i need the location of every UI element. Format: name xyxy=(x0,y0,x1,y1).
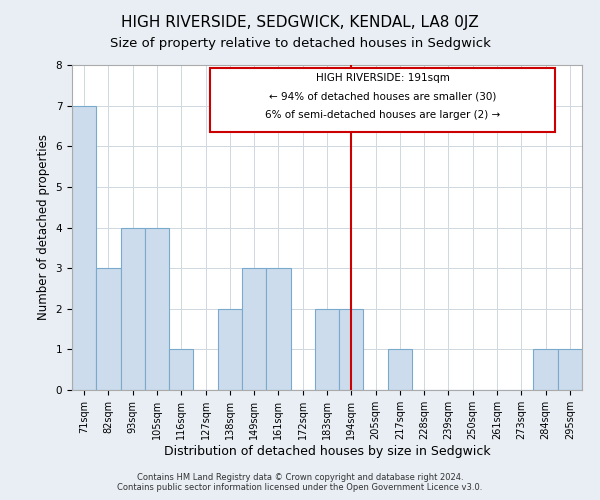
Text: Size of property relative to detached houses in Sedgwick: Size of property relative to detached ho… xyxy=(110,38,490,51)
X-axis label: Distribution of detached houses by size in Sedgwick: Distribution of detached houses by size … xyxy=(164,444,490,458)
Bar xyxy=(169,350,193,390)
Text: ← 94% of detached houses are smaller (30): ← 94% of detached houses are smaller (30… xyxy=(269,92,497,102)
Bar xyxy=(121,228,145,390)
Bar xyxy=(72,106,96,390)
Bar xyxy=(339,308,364,390)
Bar xyxy=(388,350,412,390)
Bar xyxy=(211,68,555,132)
Bar xyxy=(242,268,266,390)
Text: HIGH RIVERSIDE, SEDGWICK, KENDAL, LA8 0JZ: HIGH RIVERSIDE, SEDGWICK, KENDAL, LA8 0J… xyxy=(121,15,479,30)
Y-axis label: Number of detached properties: Number of detached properties xyxy=(37,134,50,320)
Bar xyxy=(533,350,558,390)
Bar xyxy=(218,308,242,390)
Bar xyxy=(558,350,582,390)
Text: HIGH RIVERSIDE: 191sqm: HIGH RIVERSIDE: 191sqm xyxy=(316,74,450,84)
Bar xyxy=(315,308,339,390)
Bar xyxy=(145,228,169,390)
Text: Contains HM Land Registry data © Crown copyright and database right 2024.
Contai: Contains HM Land Registry data © Crown c… xyxy=(118,473,482,492)
Text: 6% of semi-detached houses are larger (2) →: 6% of semi-detached houses are larger (2… xyxy=(265,110,500,120)
Bar xyxy=(266,268,290,390)
Bar xyxy=(96,268,121,390)
